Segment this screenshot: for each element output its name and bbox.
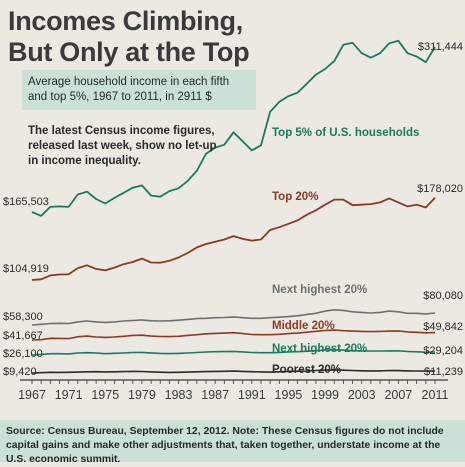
- end-value-label-middle: $49,842: [423, 321, 463, 333]
- series-line-top5: [31, 39, 436, 217]
- start-value-label-next_highest_2: $26,100: [3, 348, 43, 360]
- x-tick-label: 1991: [238, 388, 266, 402]
- source-note: Source: Census Bureau, September 12, 201…: [0, 420, 465, 465]
- series-line-next_highest_1: [31, 308, 436, 326]
- start-value-label-next_highest_1: $58,300: [3, 311, 43, 323]
- series-line-next_highest_2: [31, 348, 436, 356]
- x-tick-label: 2011: [422, 388, 449, 402]
- x-tick-label: 1987: [201, 388, 229, 402]
- series-name-middle: Middle 20%: [272, 320, 335, 332]
- series-name-top5: Top 5% of U.S. households: [272, 127, 419, 139]
- start-value-label-poorest: $9,420: [3, 366, 37, 378]
- x-tick-label: 2007: [384, 388, 412, 402]
- series-name-next_highest_2: Next highest 20%: [272, 343, 367, 355]
- series-name-next_highest_1: Next highest 20%: [272, 284, 367, 296]
- series-line-middle: [31, 329, 436, 341]
- x-tick-label: 1967: [18, 388, 46, 402]
- end-value-label-next_highest_2: $29,204: [423, 345, 463, 357]
- x-tick-label: 1971: [55, 388, 83, 402]
- series-line-poorest: [31, 369, 436, 374]
- x-tick-label: 1999: [311, 388, 339, 402]
- chart-title: Incomes Climbing, But Only at the Top: [8, 6, 250, 68]
- end-value-label-poorest: $11,239: [424, 366, 463, 378]
- x-tick-label: 1995: [275, 388, 303, 402]
- end-value-label-top20: $178,020: [417, 183, 463, 195]
- start-value-label-top5: $165,503: [3, 196, 49, 208]
- x-tick-label: 1979: [128, 388, 156, 402]
- x-tick-label: 1975: [91, 388, 119, 402]
- x-tick-label: 1983: [165, 388, 193, 402]
- end-value-label-next_highest_1: $80,080: [423, 290, 463, 302]
- chart-subtitle: Average household income in each fifth a…: [22, 70, 256, 110]
- end-value-label-top5: $311,444: [418, 41, 463, 53]
- chart-title-line2: But Only at the Top: [8, 37, 250, 67]
- chart-note: The latest Census income figures, releas…: [28, 125, 217, 167]
- x-tick-label: 2003: [348, 388, 376, 402]
- start-value-label-middle: $41,667: [3, 330, 43, 342]
- series-name-top20: Top 20%: [272, 191, 318, 203]
- series-line-top20: [31, 197, 436, 281]
- series-name-poorest: Poorest 20%: [272, 364, 341, 376]
- start-value-label-top20: $104,919: [3, 263, 49, 275]
- chart-title-line1: Incomes Climbing,: [8, 6, 243, 36]
